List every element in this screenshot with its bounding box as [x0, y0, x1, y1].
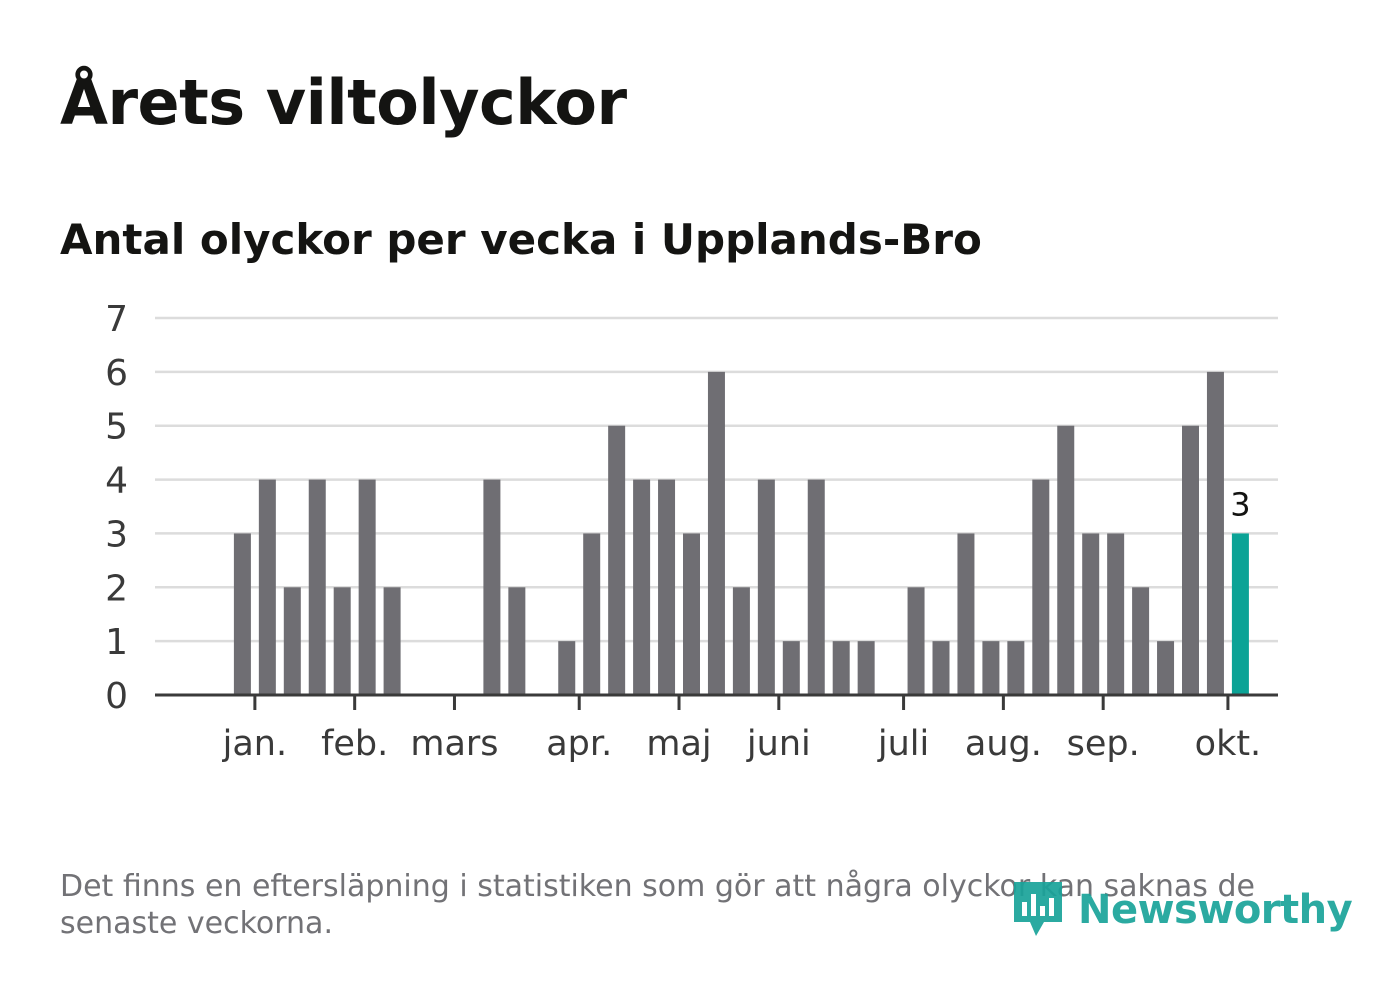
y-tick-label: 0 [105, 676, 128, 717]
bar [932, 641, 950, 695]
y-tick-label: 5 [105, 407, 128, 448]
newsworthy-logo: Newsworthy [1010, 878, 1353, 942]
bar [832, 641, 850, 695]
bar [707, 371, 725, 695]
bar [558, 641, 576, 695]
bar [233, 533, 251, 695]
bar [1157, 641, 1175, 695]
bar [1132, 587, 1150, 695]
bar [333, 587, 351, 695]
x-tick-label: mars [410, 724, 498, 764]
x-tick-label: maj [646, 724, 711, 764]
y-tick-label: 1 [105, 622, 128, 663]
chart-subtitle: Antal olyckor per vecka i Upplands-Bro [60, 215, 982, 264]
bar [1032, 479, 1050, 695]
bar [258, 479, 276, 695]
newsworthy-logo-text: Newsworthy [1078, 887, 1353, 933]
data-label: 3 [1230, 485, 1250, 523]
bar [907, 587, 925, 695]
bar [1182, 425, 1199, 695]
bar [583, 533, 601, 695]
bar [308, 479, 326, 695]
bar [1206, 371, 1224, 695]
x-tick-label: juli [877, 724, 929, 764]
bar [857, 641, 875, 695]
y-tick-label: 6 [105, 353, 128, 394]
y-tick-label: 2 [105, 568, 128, 609]
bar [383, 587, 401, 695]
bar [982, 641, 1000, 695]
x-tick-label: aug. [965, 724, 1042, 764]
x-tick-label: sep. [1067, 724, 1140, 764]
bar [683, 533, 700, 695]
bar [358, 479, 376, 695]
y-tick-label: 3 [105, 514, 128, 555]
x-tick-label: juni [746, 724, 811, 764]
bar [782, 641, 800, 695]
bar [608, 425, 626, 695]
bar-chart: 0 1 2 3 4 5 6 7 3 jan. feb. mars apr. maj juni juli aug.… [105, 299, 1278, 764]
bar [807, 479, 825, 695]
bar [1107, 533, 1125, 695]
bar-highlight [1231, 533, 1249, 695]
bar [508, 587, 526, 695]
bar [732, 587, 750, 695]
x-tick-label: apr. [546, 724, 612, 764]
y-tick-label: 7 [105, 299, 128, 340]
bar [283, 587, 301, 695]
x-tick-label: feb. [321, 724, 388, 764]
y-tick-label: 4 [105, 461, 128, 502]
bar [1082, 533, 1100, 695]
bar [1057, 425, 1075, 695]
bar [633, 479, 651, 695]
bar [757, 479, 775, 695]
x-tick-label: jan. [222, 724, 287, 764]
bar [483, 479, 501, 695]
bar [957, 533, 975, 695]
newsworthy-logo-icon [1014, 882, 1062, 936]
bar [658, 479, 676, 695]
chart-title: Årets viltolyckor [60, 66, 627, 139]
x-tick-label: okt. [1195, 724, 1262, 764]
bar [1007, 641, 1025, 695]
